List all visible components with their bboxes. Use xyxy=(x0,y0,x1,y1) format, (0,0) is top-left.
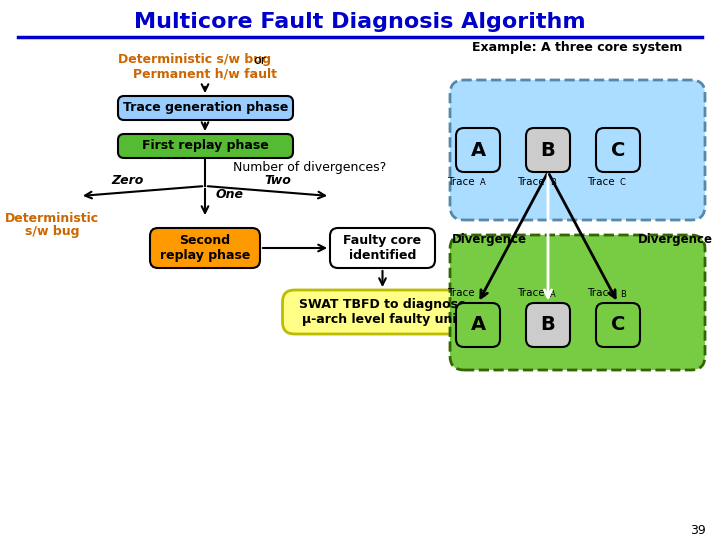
Text: 39: 39 xyxy=(690,523,706,537)
Text: Trace: Trace xyxy=(447,288,475,298)
Text: Permanent h/w fault: Permanent h/w fault xyxy=(133,68,277,80)
Text: B: B xyxy=(620,290,626,299)
Text: C: C xyxy=(611,140,625,159)
Text: First replay phase: First replay phase xyxy=(142,139,269,152)
FancyBboxPatch shape xyxy=(150,228,260,268)
Text: B: B xyxy=(550,178,556,187)
Text: A: A xyxy=(550,290,556,299)
Text: Divergence: Divergence xyxy=(638,233,713,246)
FancyBboxPatch shape xyxy=(526,128,570,172)
Text: Trace: Trace xyxy=(447,177,475,187)
FancyBboxPatch shape xyxy=(118,134,293,158)
Text: Trace: Trace xyxy=(588,288,615,298)
Text: Divergence: Divergence xyxy=(452,233,527,246)
FancyBboxPatch shape xyxy=(282,290,482,334)
FancyBboxPatch shape xyxy=(596,303,640,347)
Text: C: C xyxy=(480,290,486,299)
Text: A: A xyxy=(480,178,486,187)
Text: Two: Two xyxy=(264,173,292,186)
FancyBboxPatch shape xyxy=(456,303,500,347)
FancyBboxPatch shape xyxy=(118,96,293,120)
Text: or: or xyxy=(253,53,266,66)
FancyBboxPatch shape xyxy=(596,128,640,172)
Text: A: A xyxy=(470,140,485,159)
Text: C: C xyxy=(620,178,626,187)
Text: C: C xyxy=(611,315,625,334)
Text: Zero: Zero xyxy=(112,173,144,186)
FancyBboxPatch shape xyxy=(450,80,705,220)
FancyBboxPatch shape xyxy=(456,128,500,172)
Text: Faulty core
identified: Faulty core identified xyxy=(343,234,422,262)
Text: SWAT TBFD to diagnose
μ-arch level faulty unit: SWAT TBFD to diagnose μ-arch level fault… xyxy=(299,298,467,326)
FancyBboxPatch shape xyxy=(450,235,705,370)
Text: Trace generation phase: Trace generation phase xyxy=(123,102,288,114)
FancyBboxPatch shape xyxy=(526,303,570,347)
Text: Number of divergences?: Number of divergences? xyxy=(233,161,387,174)
Text: Trace: Trace xyxy=(518,288,545,298)
Text: Trace: Trace xyxy=(588,177,615,187)
Text: A: A xyxy=(470,315,485,334)
FancyBboxPatch shape xyxy=(330,228,435,268)
Text: Deterministic s/w bug: Deterministic s/w bug xyxy=(119,53,271,66)
Text: Second
replay phase: Second replay phase xyxy=(160,234,250,262)
Text: Deterministic: Deterministic xyxy=(5,212,99,225)
Text: s/w bug: s/w bug xyxy=(24,225,79,238)
Text: Trace: Trace xyxy=(518,177,545,187)
Text: B: B xyxy=(541,315,555,334)
Text: Example: A three core system: Example: A three core system xyxy=(472,40,682,53)
Text: Multicore Fault Diagnosis Algorithm: Multicore Fault Diagnosis Algorithm xyxy=(134,12,586,32)
Text: One: One xyxy=(216,187,244,200)
Text: B: B xyxy=(541,140,555,159)
